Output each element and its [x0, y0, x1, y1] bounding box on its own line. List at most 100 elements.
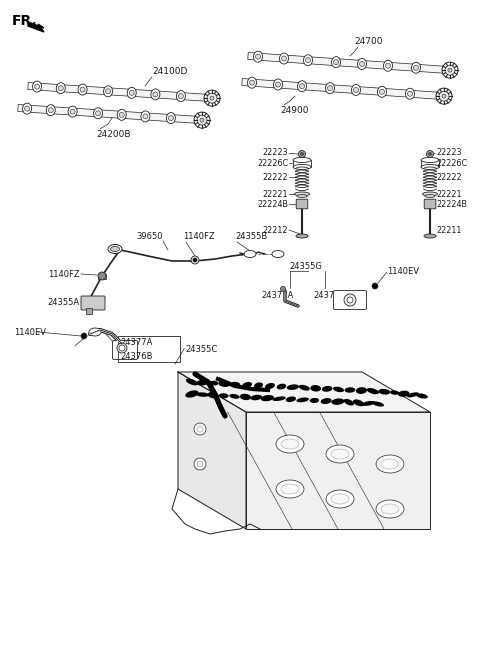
- Circle shape: [445, 65, 455, 75]
- Ellipse shape: [381, 459, 399, 469]
- Text: 22223: 22223: [263, 147, 288, 157]
- Text: 39650: 39650: [136, 232, 163, 241]
- Ellipse shape: [185, 390, 199, 398]
- Circle shape: [250, 80, 254, 85]
- Circle shape: [305, 58, 311, 62]
- Ellipse shape: [276, 435, 304, 453]
- Ellipse shape: [265, 383, 275, 389]
- Ellipse shape: [310, 385, 321, 392]
- Circle shape: [380, 89, 384, 94]
- Text: 24377A: 24377A: [120, 337, 152, 347]
- Ellipse shape: [209, 380, 218, 386]
- Ellipse shape: [110, 246, 120, 252]
- Text: 24376C: 24376C: [314, 291, 346, 300]
- Ellipse shape: [422, 192, 437, 196]
- Ellipse shape: [229, 394, 240, 399]
- Ellipse shape: [254, 382, 263, 388]
- Ellipse shape: [127, 88, 136, 98]
- Circle shape: [210, 96, 214, 100]
- Text: 24355G: 24355G: [289, 262, 323, 271]
- Ellipse shape: [331, 449, 349, 459]
- Ellipse shape: [398, 390, 409, 397]
- Circle shape: [197, 426, 203, 432]
- Circle shape: [327, 86, 333, 91]
- Bar: [98, 274, 106, 279]
- Ellipse shape: [344, 399, 354, 406]
- Text: 24700: 24700: [354, 37, 383, 46]
- Ellipse shape: [279, 53, 288, 64]
- Text: 24355B: 24355B: [235, 232, 267, 241]
- Ellipse shape: [390, 390, 399, 395]
- Ellipse shape: [367, 388, 379, 394]
- Ellipse shape: [248, 77, 256, 88]
- Ellipse shape: [272, 396, 286, 401]
- Text: 22222: 22222: [263, 173, 288, 181]
- Text: 1140FZ: 1140FZ: [48, 270, 80, 278]
- Circle shape: [255, 54, 261, 59]
- Ellipse shape: [344, 294, 356, 306]
- Circle shape: [194, 423, 206, 435]
- Ellipse shape: [242, 382, 252, 388]
- FancyBboxPatch shape: [334, 291, 367, 309]
- Text: 1140EV: 1140EV: [387, 266, 419, 276]
- Ellipse shape: [253, 51, 263, 62]
- Circle shape: [119, 345, 125, 351]
- Ellipse shape: [151, 89, 160, 100]
- Ellipse shape: [117, 110, 126, 120]
- Polygon shape: [28, 22, 44, 32]
- Polygon shape: [18, 104, 200, 124]
- Ellipse shape: [331, 494, 349, 504]
- Ellipse shape: [276, 384, 286, 390]
- Circle shape: [81, 333, 87, 339]
- Text: 22221: 22221: [263, 189, 288, 199]
- Ellipse shape: [251, 394, 262, 400]
- Ellipse shape: [56, 82, 65, 94]
- Ellipse shape: [295, 192, 310, 196]
- Ellipse shape: [376, 455, 404, 473]
- Ellipse shape: [353, 400, 364, 406]
- Ellipse shape: [196, 392, 209, 397]
- Circle shape: [413, 65, 419, 70]
- Circle shape: [439, 91, 449, 101]
- Circle shape: [197, 115, 207, 125]
- Ellipse shape: [310, 398, 319, 403]
- Ellipse shape: [298, 81, 307, 92]
- Circle shape: [24, 106, 30, 111]
- Ellipse shape: [219, 393, 228, 398]
- Text: 22224B: 22224B: [257, 199, 288, 208]
- Circle shape: [129, 90, 134, 96]
- Ellipse shape: [108, 244, 122, 254]
- Circle shape: [427, 151, 433, 157]
- Ellipse shape: [376, 500, 404, 518]
- Circle shape: [207, 93, 217, 103]
- Ellipse shape: [78, 84, 87, 95]
- Ellipse shape: [331, 398, 345, 405]
- Ellipse shape: [287, 384, 299, 390]
- Circle shape: [48, 108, 53, 113]
- Text: 22226C: 22226C: [257, 159, 288, 167]
- Circle shape: [276, 82, 280, 87]
- Circle shape: [58, 86, 63, 91]
- Polygon shape: [242, 78, 442, 100]
- Text: 24376B: 24376B: [120, 351, 153, 361]
- Ellipse shape: [186, 378, 198, 385]
- Circle shape: [385, 63, 391, 68]
- Circle shape: [191, 256, 199, 264]
- Ellipse shape: [207, 392, 219, 398]
- Ellipse shape: [89, 328, 101, 336]
- Text: 1140FZ: 1140FZ: [183, 232, 215, 241]
- Text: 22221: 22221: [436, 189, 461, 199]
- Ellipse shape: [94, 108, 103, 119]
- Ellipse shape: [321, 398, 332, 404]
- Circle shape: [299, 151, 305, 157]
- Circle shape: [106, 89, 110, 94]
- Circle shape: [334, 60, 338, 64]
- Ellipse shape: [303, 54, 312, 66]
- Text: 22224B: 22224B: [436, 199, 467, 208]
- Circle shape: [281, 56, 287, 61]
- Ellipse shape: [117, 343, 127, 353]
- Ellipse shape: [326, 445, 354, 463]
- Circle shape: [408, 91, 412, 96]
- Ellipse shape: [325, 82, 335, 94]
- Ellipse shape: [281, 484, 299, 494]
